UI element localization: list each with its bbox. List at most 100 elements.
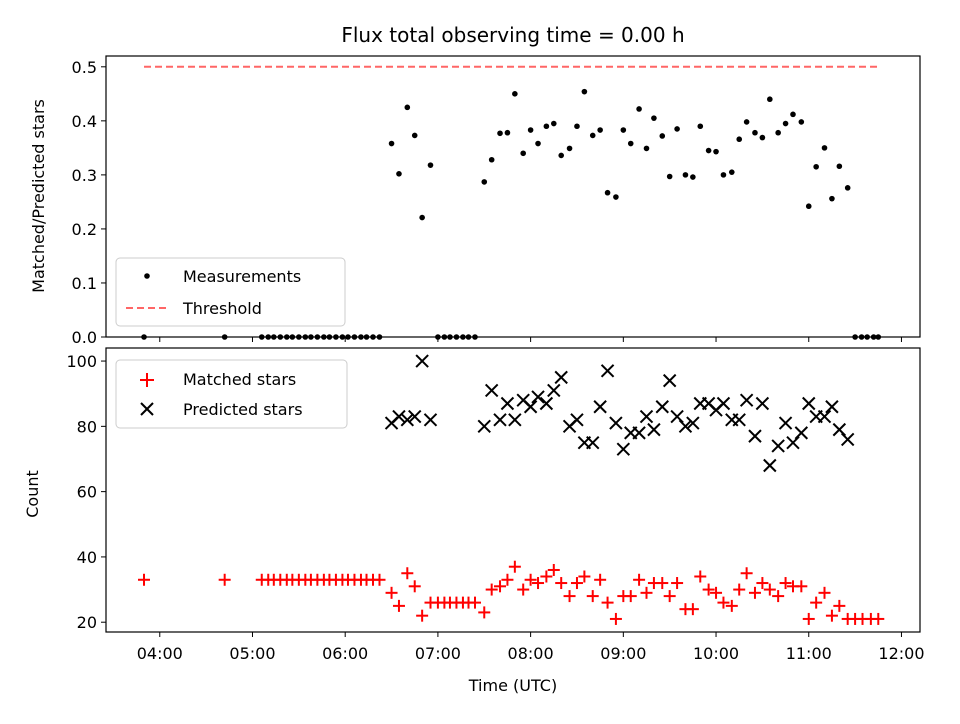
bottom-panel: 20 40 60 80 100 04:00 05:00 06:00 07:00 08:00 09:… (23, 347, 925, 695)
predicted-star-marker (825, 400, 839, 414)
measurement-point (396, 171, 402, 177)
legend-measurements-label: Measurements (183, 267, 301, 286)
matched-star-marker (517, 583, 530, 596)
predicted-star-marker (484, 383, 499, 398)
matched-star-marker (392, 599, 405, 612)
measurement-point (620, 127, 627, 133)
predicted-star-marker (508, 413, 522, 427)
measurement-point (604, 189, 611, 196)
measurement-point (798, 119, 805, 125)
x-tick-label: 08:00 (508, 644, 554, 663)
legend-measurements-marker (144, 273, 150, 279)
matched-star-marker (494, 580, 507, 593)
matched-star-marker (401, 567, 414, 580)
measurement-point (659, 133, 666, 139)
measurement-point (527, 127, 534, 133)
measurement-point (543, 123, 550, 130)
predicted-star-marker (832, 422, 847, 437)
bottom-y-tick-label: 80 (77, 417, 97, 436)
measurement-point (535, 140, 541, 147)
legend-predicted-label: Predicted stars (183, 400, 303, 419)
x-axis-label: Time (UTC) (468, 676, 557, 695)
x-tick-label: 11:00 (786, 644, 832, 663)
matched-star-marker (578, 570, 591, 583)
top-y-ticks: 0.0 0.1 0.2 0.3 0.4 0.5 (72, 58, 106, 347)
measurement-point (844, 185, 851, 191)
predicted-star-marker (817, 409, 832, 424)
matched-star-marker (802, 612, 815, 625)
matched-star-marker (501, 573, 514, 586)
matched-star-marker (532, 577, 545, 590)
predicted-star-marker (662, 373, 677, 388)
x-tick-label: 04:00 (137, 644, 183, 663)
predicted-star-marker (840, 432, 855, 447)
matched-star-marker (408, 580, 421, 593)
measurement-point (504, 129, 511, 136)
measurement-point (713, 148, 719, 155)
legend-predicted-marker (140, 402, 154, 416)
measurement-point (497, 130, 503, 137)
matched-star-marker (763, 583, 776, 596)
x-tick-label: 12:00 (878, 644, 924, 663)
measurement-point (705, 147, 712, 154)
matched-star-marker (138, 573, 151, 586)
predicted-star-marker (763, 458, 777, 473)
x-tick-label: 10:00 (693, 644, 739, 663)
matched-star-marker (373, 573, 386, 586)
matched-star-marker (609, 612, 622, 625)
matched-star-marker (694, 570, 707, 583)
matched-star-marker (601, 596, 614, 609)
matched-star-marker (547, 563, 560, 576)
predicted-star-marker (593, 400, 607, 414)
measurement-point (836, 163, 843, 170)
measurement-point (697, 123, 704, 130)
measurement-point (736, 136, 743, 143)
matched-star-marker (686, 603, 699, 616)
matched-star-marker (524, 573, 537, 586)
predicted-star-marker (748, 429, 762, 443)
measurement-point (627, 140, 634, 147)
measurement-point (790, 111, 796, 118)
matched-star-marker (772, 590, 785, 603)
x-tick-label: 06:00 (322, 644, 368, 663)
measurement-point (759, 134, 766, 141)
measurement-point (558, 152, 565, 159)
measurement-point (728, 169, 735, 175)
top-y-tick-label: 0.2 (72, 220, 97, 239)
top-x-ticks (159, 337, 902, 342)
bottom-legend: Matched stars Predicted stars (115, 359, 348, 429)
top-panel: 0.0 0.1 0.2 0.3 0.4 0.5 Matched/Predicted sta… (29, 55, 921, 347)
legend-matched-label: Matched stars (183, 370, 296, 389)
matched-star-marker (633, 573, 646, 586)
matched-star-marker (818, 586, 831, 599)
measurement-point (813, 163, 819, 170)
matched-star-marker (563, 590, 576, 603)
measurement-point (427, 162, 434, 168)
matched-star-marker (218, 573, 231, 586)
matched-star-marker (733, 583, 746, 596)
matched-star-marker (779, 577, 792, 590)
measurement-point (666, 173, 673, 180)
predicted-star-marker (408, 409, 422, 424)
measurement-point (613, 194, 619, 200)
measurement-point (651, 115, 657, 121)
predicted-star-marker (786, 435, 800, 450)
matched-star-marker (570, 577, 583, 590)
top-y-axis-label: Matched/Predicted stars (29, 99, 48, 293)
matched-star-marker (710, 586, 723, 599)
measurement-point (782, 120, 789, 127)
top-legend: Measurements Threshold (115, 257, 346, 327)
predicted-star-marker (586, 435, 600, 450)
predicted-star-marker (400, 413, 415, 427)
matched-star-marker (756, 577, 769, 590)
matched-star-marker (478, 606, 491, 619)
matched-star-marker (485, 583, 498, 596)
top-y-tick-label: 0.3 (72, 166, 97, 185)
measurement-point (674, 126, 680, 132)
matched-star-marker (640, 586, 653, 599)
measurement-point (805, 203, 812, 210)
matched-star-marker (748, 586, 761, 599)
top-y-tick-label: 0.5 (72, 58, 97, 77)
matched-star-marker (586, 590, 599, 603)
